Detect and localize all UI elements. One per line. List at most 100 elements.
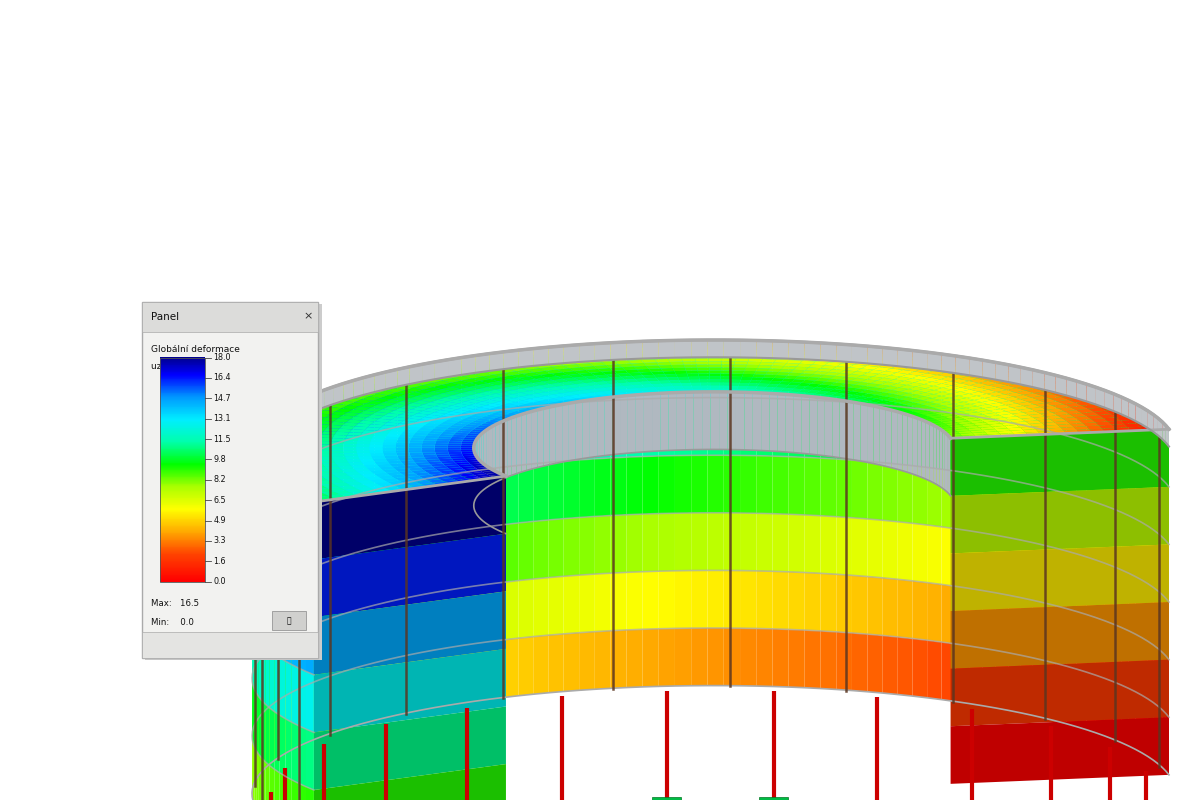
Polygon shape (305, 450, 318, 454)
Bar (160, 385, 205, 386)
Polygon shape (688, 377, 700, 380)
Polygon shape (490, 410, 504, 469)
Polygon shape (390, 463, 404, 466)
Polygon shape (934, 368, 953, 373)
Bar (160, 450, 205, 451)
Polygon shape (923, 413, 940, 417)
Polygon shape (1096, 560, 1105, 621)
Bar (160, 438, 205, 440)
Polygon shape (611, 342, 626, 360)
Polygon shape (397, 539, 409, 600)
Polygon shape (336, 408, 353, 413)
Polygon shape (443, 472, 458, 476)
Polygon shape (1057, 424, 1074, 428)
Polygon shape (259, 466, 275, 470)
Polygon shape (276, 410, 294, 414)
Polygon shape (265, 646, 270, 708)
Polygon shape (322, 484, 340, 488)
Polygon shape (440, 414, 457, 418)
Polygon shape (474, 407, 490, 411)
Polygon shape (383, 445, 396, 448)
Polygon shape (490, 640, 504, 699)
Polygon shape (739, 340, 756, 343)
Polygon shape (364, 379, 384, 384)
Polygon shape (343, 438, 353, 498)
Polygon shape (1016, 424, 1033, 427)
Polygon shape (682, 358, 696, 362)
Polygon shape (368, 394, 388, 398)
Bar (160, 414, 205, 416)
Polygon shape (595, 342, 611, 361)
Polygon shape (353, 478, 370, 482)
Bar (160, 453, 205, 454)
Polygon shape (824, 372, 840, 376)
Polygon shape (750, 353, 766, 356)
Polygon shape (833, 357, 850, 361)
Polygon shape (412, 422, 428, 426)
Polygon shape (898, 410, 913, 414)
Polygon shape (320, 460, 336, 464)
Polygon shape (774, 375, 787, 378)
Polygon shape (898, 349, 912, 408)
Polygon shape (890, 399, 907, 403)
Polygon shape (344, 472, 361, 475)
Polygon shape (874, 367, 892, 371)
Polygon shape (370, 445, 383, 447)
Polygon shape (898, 579, 912, 638)
Polygon shape (625, 379, 638, 382)
Polygon shape (1038, 431, 1054, 434)
Polygon shape (266, 706, 271, 766)
Polygon shape (898, 522, 912, 581)
Bar (160, 441, 205, 442)
Polygon shape (580, 344, 598, 348)
Polygon shape (265, 589, 270, 650)
Polygon shape (583, 346, 601, 350)
Polygon shape (424, 469, 439, 472)
Polygon shape (740, 455, 756, 514)
Polygon shape (324, 477, 341, 481)
Polygon shape (409, 652, 422, 712)
Polygon shape (492, 402, 509, 406)
Polygon shape (371, 439, 384, 442)
Polygon shape (1056, 375, 1067, 395)
Polygon shape (757, 365, 772, 369)
Polygon shape (666, 355, 682, 359)
Polygon shape (432, 418, 448, 422)
Text: 9.8: 9.8 (214, 455, 227, 464)
Polygon shape (280, 600, 286, 661)
Bar (160, 494, 205, 496)
Bar (160, 425, 205, 426)
Polygon shape (257, 750, 259, 800)
Polygon shape (253, 743, 254, 800)
Polygon shape (1058, 407, 1076, 411)
Polygon shape (301, 684, 308, 746)
Polygon shape (284, 465, 300, 469)
Polygon shape (253, 724, 254, 786)
Polygon shape (822, 353, 840, 357)
Polygon shape (518, 349, 533, 367)
Polygon shape (788, 399, 805, 458)
Polygon shape (907, 371, 926, 376)
Polygon shape (398, 394, 416, 398)
Polygon shape (968, 378, 988, 383)
Polygon shape (1105, 448, 1114, 509)
Polygon shape (1008, 653, 1021, 713)
Polygon shape (590, 385, 605, 389)
Polygon shape (1063, 390, 1082, 395)
Polygon shape (1056, 490, 1067, 551)
Polygon shape (383, 439, 397, 442)
Polygon shape (290, 472, 307, 476)
Polygon shape (354, 414, 372, 418)
Polygon shape (294, 688, 301, 749)
Polygon shape (950, 487, 1169, 554)
Polygon shape (532, 401, 547, 405)
Polygon shape (756, 341, 773, 358)
Bar (160, 534, 205, 536)
Polygon shape (288, 422, 305, 426)
Polygon shape (253, 436, 268, 440)
Polygon shape (434, 450, 449, 452)
Bar (160, 513, 205, 514)
Polygon shape (266, 475, 271, 536)
Polygon shape (329, 494, 348, 499)
Polygon shape (1074, 416, 1091, 420)
